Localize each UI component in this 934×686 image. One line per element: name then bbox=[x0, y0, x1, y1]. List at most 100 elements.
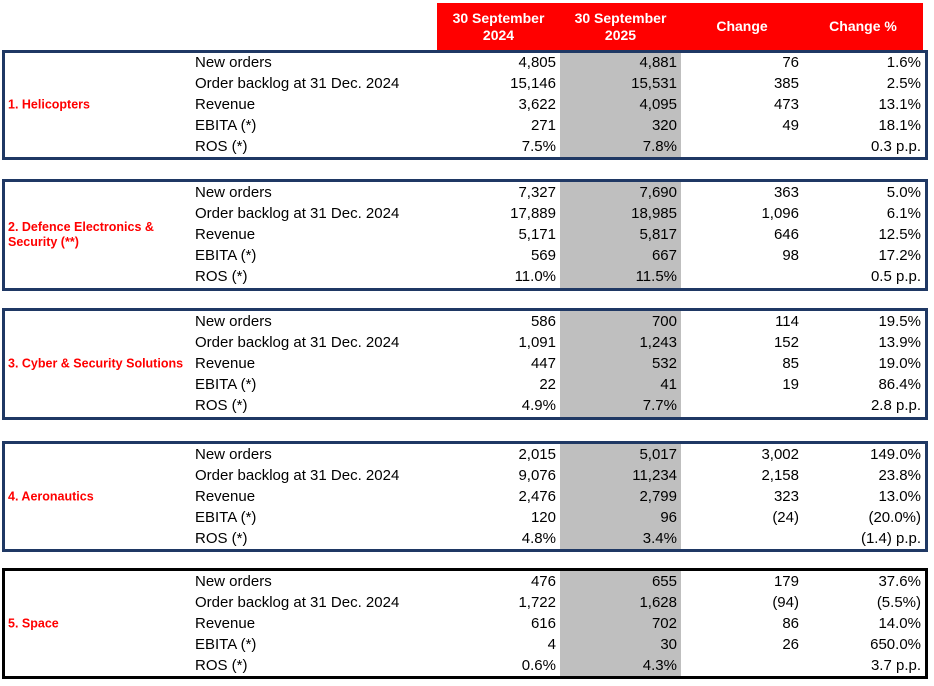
row-label: New orders bbox=[195, 183, 272, 201]
value-30-september-2024: 15,146 bbox=[510, 75, 556, 93]
value-30-september-2025: 4.3% bbox=[560, 655, 681, 676]
value-30-september-2025: 11,234 bbox=[560, 465, 681, 486]
row-label: Order backlog at 31 Dec. 2024 bbox=[195, 333, 400, 351]
value-30-september-2025: 96 bbox=[560, 507, 681, 528]
value-change-percent: 19.5% bbox=[878, 312, 921, 330]
value-change-percent: 19.0% bbox=[878, 355, 921, 372]
value-change: 179 bbox=[773, 572, 799, 590]
value-change bbox=[681, 267, 803, 288]
row-label: Revenue bbox=[195, 226, 256, 243]
row-label: EBITA (*) bbox=[195, 635, 257, 653]
row-label: New orders bbox=[195, 312, 272, 330]
value-30-september-2025: 18,985 bbox=[560, 203, 681, 225]
value-change: 2,158 bbox=[761, 466, 799, 484]
value-change bbox=[681, 655, 803, 676]
segment-label: 3. Cyber & Security Solutions bbox=[8, 356, 184, 371]
value-change-percent: 6.1% bbox=[886, 204, 921, 222]
segment-block: 2. Defence Electronics & Security (**) N… bbox=[2, 179, 928, 291]
value-30-september-2025: 7.8% bbox=[560, 136, 681, 157]
row-label: ROS (*) bbox=[195, 529, 248, 547]
value-30-september-2024: 120 bbox=[530, 508, 556, 526]
value-change: 98 bbox=[782, 247, 799, 265]
value-change-percent: 37.6% bbox=[878, 572, 921, 590]
value-30-september-2024: 0.6% bbox=[521, 656, 556, 674]
table-row: Order backlog at 31 Dec. 2024 15,146 15,… bbox=[5, 73, 925, 95]
value-30-september-2024: 4.9% bbox=[521, 397, 556, 415]
table-row: Revenue 447 532 85 19.0% bbox=[5, 353, 925, 375]
table-row: Revenue 5,171 5,817 646 12.5% bbox=[5, 224, 925, 246]
table-row: EBITA (*) 271 320 49 18.1% bbox=[5, 115, 925, 137]
row-label: Order backlog at 31 Dec. 2024 bbox=[195, 204, 400, 222]
value-change: (24) bbox=[772, 508, 799, 526]
table-row: EBITA (*) 569 667 98 17.2% bbox=[5, 245, 925, 267]
segment-block: 1. Helicopters New orders 4,805 4,881 76… bbox=[2, 50, 928, 160]
value-change: 3,002 bbox=[761, 445, 799, 463]
value-change: 49 bbox=[782, 116, 799, 134]
value-30-september-2024: 447 bbox=[530, 355, 556, 372]
segment-label: 5. Space bbox=[8, 616, 59, 630]
value-change bbox=[681, 396, 803, 417]
value-30-september-2025: 41 bbox=[560, 374, 681, 396]
header-col-30-september-2024: 30 September 2024 bbox=[452, 9, 545, 43]
table-row: EBITA (*) 22 41 19 86.4% bbox=[5, 374, 925, 396]
value-change-percent: 86.4% bbox=[878, 376, 921, 394]
table-row: New orders 4,805 4,881 76 1.6% bbox=[5, 53, 925, 74]
segment-label: 4. Aeronautics bbox=[8, 489, 94, 503]
value-change-percent: 2.8 p.p. bbox=[870, 397, 921, 415]
value-30-september-2025: 11.5% bbox=[560, 266, 681, 289]
table-row: New orders 7,327 7,690 363 5.0% bbox=[5, 182, 925, 204]
table-row: ROS (*) 0.6% 4.3% 3.7 p.p. bbox=[5, 655, 925, 676]
value-30-september-2024: 9,076 bbox=[518, 466, 556, 484]
header-col-change: Change bbox=[716, 18, 768, 34]
table-row: ROS (*) 4.9% 7.7% 2.8 p.p. bbox=[5, 395, 925, 418]
value-change-percent: 0.3 p.p. bbox=[870, 137, 921, 155]
segment-rows: New orders 4,805 4,881 76 1.6% Order bac… bbox=[5, 53, 925, 157]
value-30-september-2024: 569 bbox=[530, 247, 556, 265]
value-change: 19 bbox=[782, 376, 799, 394]
value-change-percent: 3.7 p.p. bbox=[870, 656, 921, 674]
value-30-september-2024: 7.5% bbox=[521, 137, 556, 155]
row-label: Revenue bbox=[195, 614, 256, 632]
value-change-percent: 650.0% bbox=[870, 635, 921, 653]
value-30-september-2025: 7,690 bbox=[560, 182, 681, 204]
value-30-september-2024: 17,889 bbox=[510, 204, 556, 222]
value-change-percent: 17.2% bbox=[878, 247, 921, 265]
value-change-percent: 13.1% bbox=[878, 95, 921, 113]
segment-blocks-container: 1. Helicopters New orders 4,805 4,881 76… bbox=[0, 50, 934, 679]
row-label: ROS (*) bbox=[195, 137, 248, 155]
value-30-september-2025: 3.4% bbox=[560, 528, 681, 549]
segment-rows: New orders 2,015 5,017 3,002 149.0% Orde… bbox=[5, 444, 925, 549]
segment-block: 5. Space New orders 476 655 179 37.6% Or… bbox=[2, 568, 928, 679]
value-change: 1,096 bbox=[761, 204, 799, 222]
value-30-september-2024: 1,722 bbox=[518, 593, 556, 611]
header-col-30-september-2025: 30 September 2025 bbox=[574, 9, 667, 43]
value-30-september-2025: 5,817 bbox=[560, 224, 681, 246]
segment-block: 3. Cyber & Security Solutions New orders… bbox=[2, 308, 928, 420]
value-30-september-2024: 5,171 bbox=[518, 226, 556, 243]
value-30-september-2025: 2,799 bbox=[560, 486, 681, 507]
table-row: EBITA (*) 120 96 (24) (20.0%) bbox=[5, 507, 925, 528]
value-30-september-2025: 655 bbox=[560, 571, 681, 592]
table-row: New orders 476 655 179 37.6% bbox=[5, 571, 925, 592]
value-change-percent: 0.5 p.p. bbox=[870, 268, 921, 286]
value-30-september-2024: 616 bbox=[530, 614, 556, 632]
value-30-september-2025: 667 bbox=[560, 245, 681, 267]
value-30-september-2025: 15,531 bbox=[560, 73, 681, 95]
value-change-percent: 13.0% bbox=[878, 487, 921, 505]
value-30-september-2024: 3,622 bbox=[518, 95, 556, 113]
row-label: New orders bbox=[195, 445, 272, 463]
row-label: EBITA (*) bbox=[195, 247, 257, 265]
segment-rows: New orders 586 700 114 19.5% Order backl… bbox=[5, 311, 925, 418]
value-change: 26 bbox=[782, 635, 799, 653]
value-change: 363 bbox=[773, 183, 799, 201]
table-row: New orders 586 700 114 19.5% bbox=[5, 311, 925, 333]
value-30-september-2025: 700 bbox=[560, 311, 681, 333]
row-label: New orders bbox=[195, 572, 272, 590]
value-change: 85 bbox=[782, 355, 799, 372]
value-change: 323 bbox=[773, 487, 799, 505]
table-row: Order backlog at 31 Dec. 2024 1,722 1,62… bbox=[5, 592, 925, 613]
table-row: Order backlog at 31 Dec. 2024 17,889 18,… bbox=[5, 203, 925, 225]
value-change-percent: (5.5%) bbox=[876, 593, 921, 611]
value-30-september-2025: 30 bbox=[560, 634, 681, 655]
row-label: Order backlog at 31 Dec. 2024 bbox=[195, 466, 400, 484]
